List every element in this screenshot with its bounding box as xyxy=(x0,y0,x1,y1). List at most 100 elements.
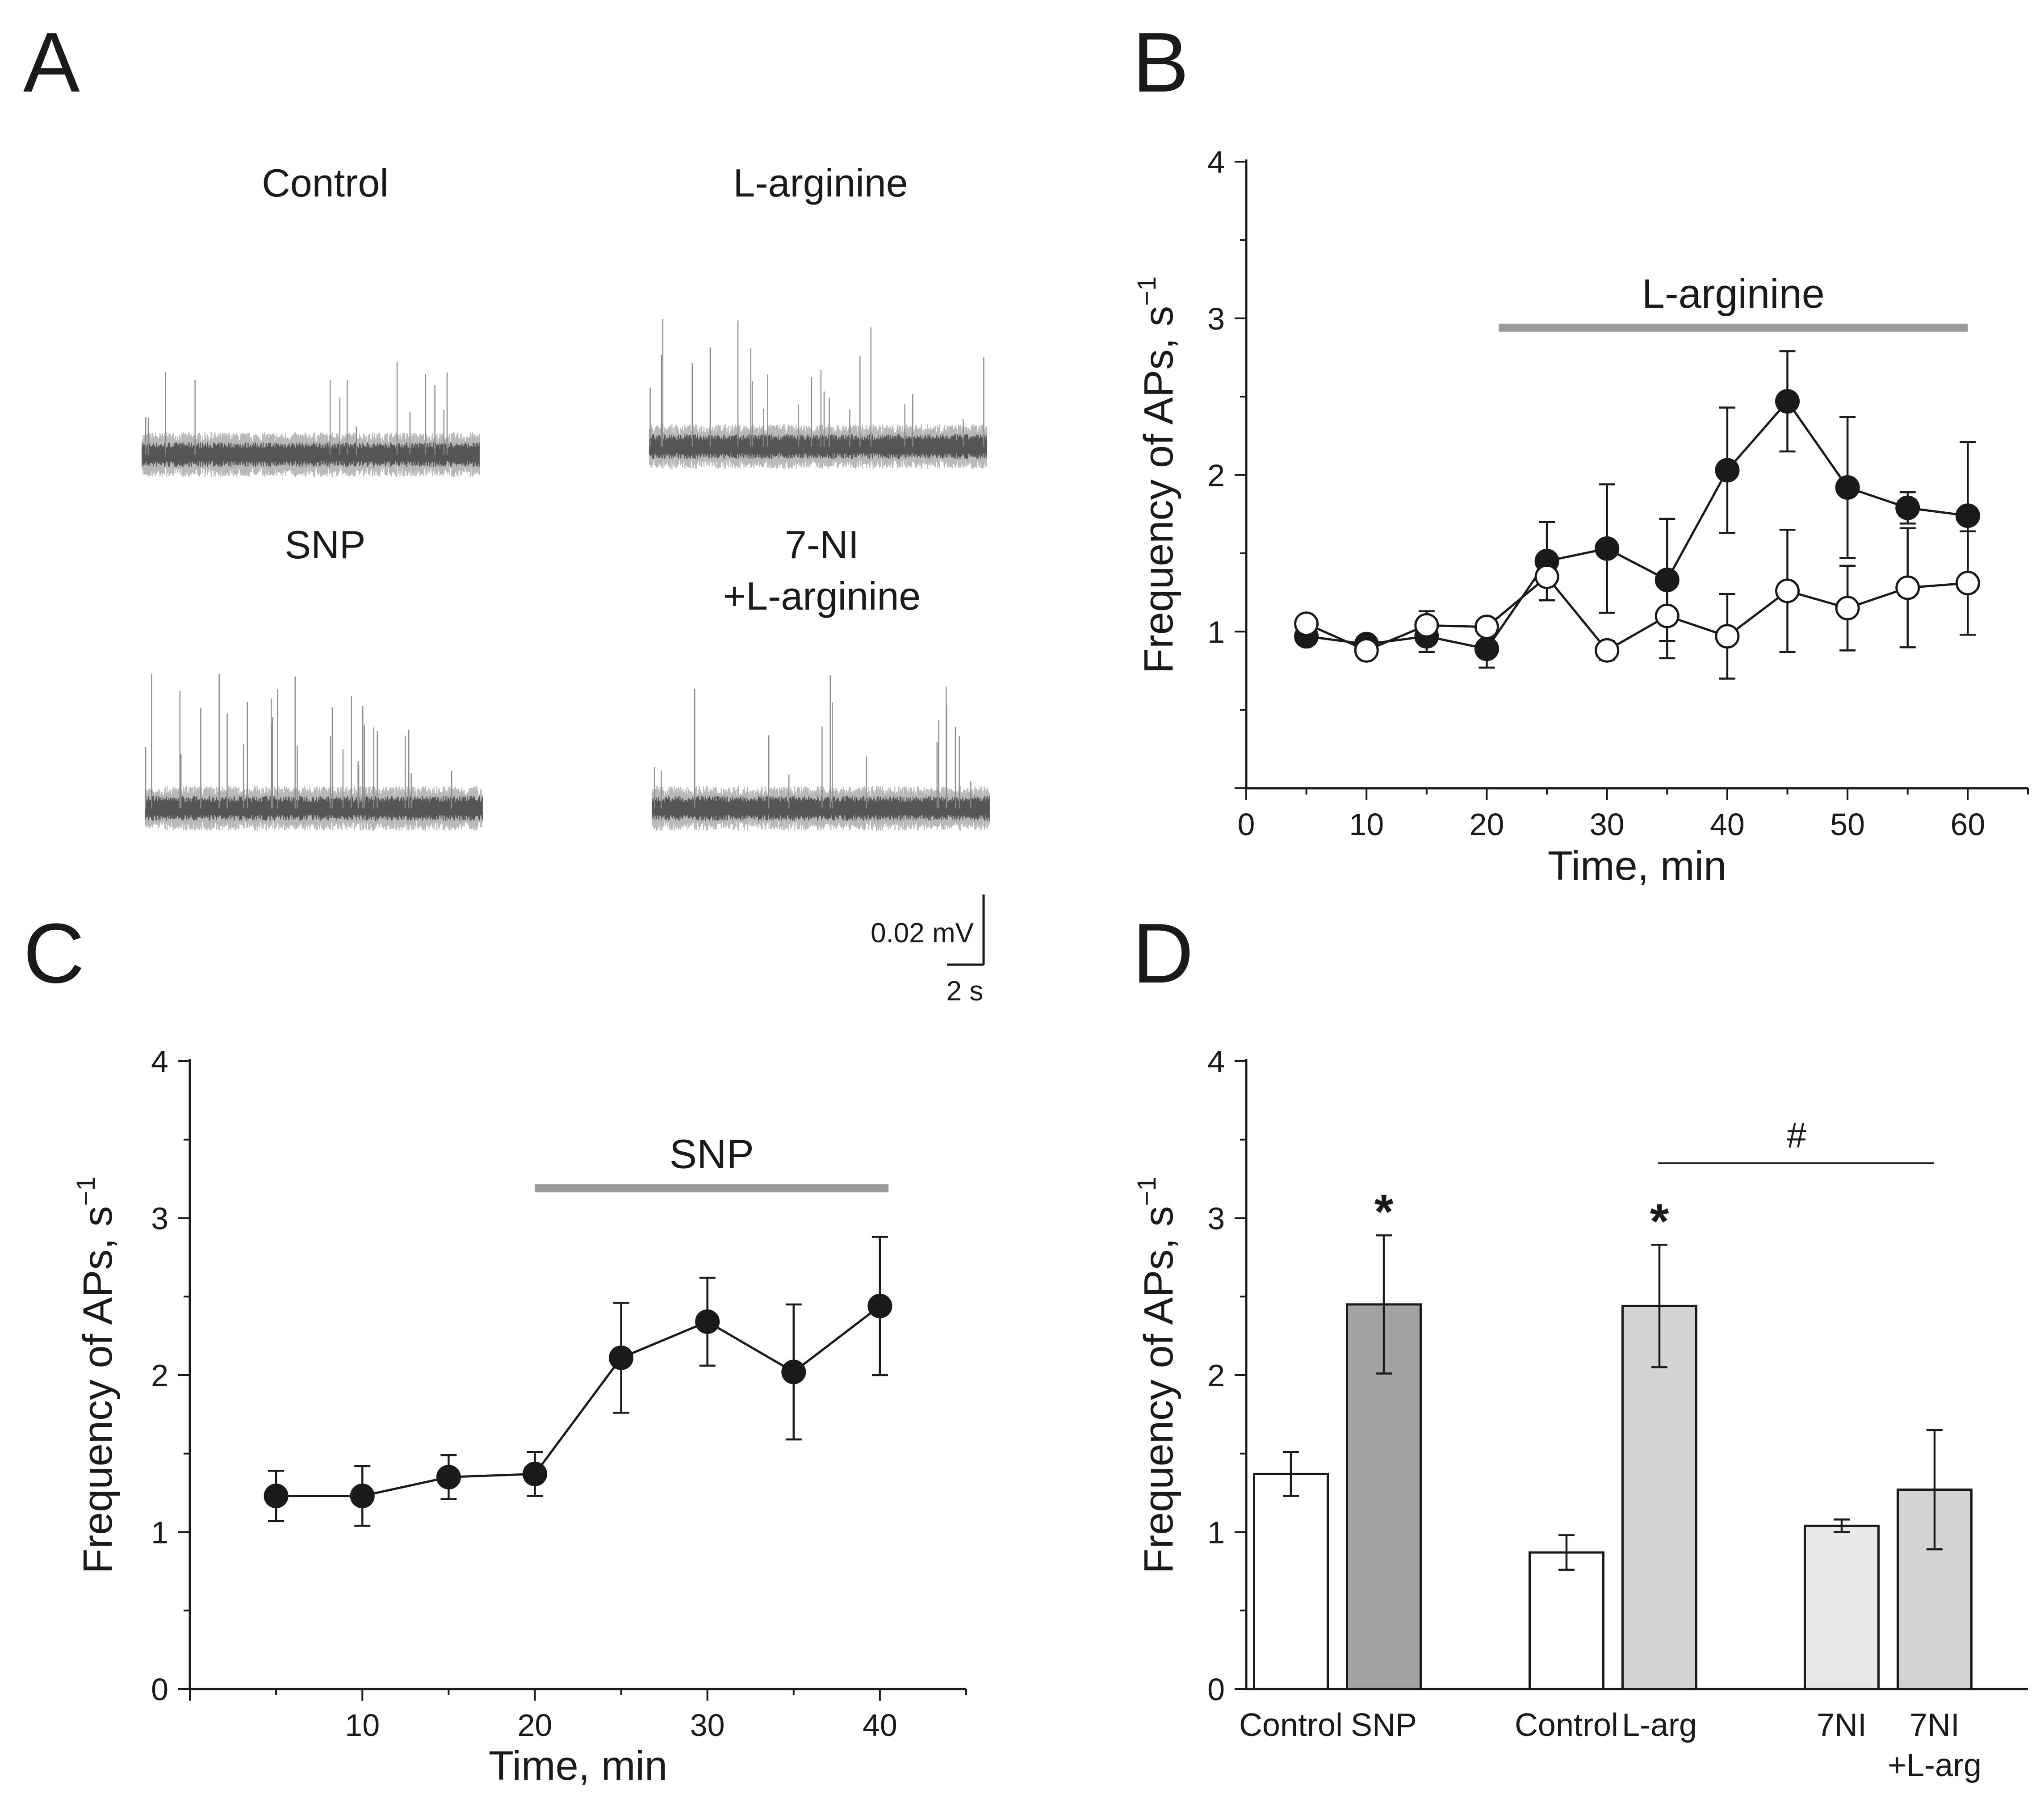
bar-label: Control xyxy=(1239,1707,1343,1743)
x-tick-label: 30 xyxy=(1590,807,1625,842)
data-point xyxy=(1775,389,1800,414)
scale-bar-time-label: 2 s xyxy=(947,976,984,1007)
y-tick-label: 3 xyxy=(1207,1201,1225,1236)
bar-group-0: Control xyxy=(1239,1451,1343,1743)
panel-letter-d: D xyxy=(1132,906,1194,1001)
comparison-label: # xyxy=(1787,1115,1807,1155)
panel-letter-b: B xyxy=(1132,15,1189,110)
bar-group-1: * SNP xyxy=(1346,1184,1422,1743)
trace-7ni-l-arginine xyxy=(651,675,990,831)
significance-asterisk: * xyxy=(1374,1184,1394,1239)
y-axis-title-superscript: −1 xyxy=(1132,1176,1161,1206)
trace-noise-core xyxy=(652,795,990,821)
y-tick-label: 3 xyxy=(1207,301,1225,336)
series-line xyxy=(1306,399,1968,650)
trace-spikes xyxy=(649,319,984,447)
treatment-bar-label: SNP xyxy=(670,1132,754,1177)
y-tick-label: 0 xyxy=(1207,1672,1225,1707)
trace-title-l-arginine: L-arginine xyxy=(733,161,908,205)
y-axis-title: Frequency of APs, s−1 xyxy=(71,1176,121,1573)
data-point xyxy=(264,1484,289,1509)
bar xyxy=(1529,1551,1604,1690)
trace-control xyxy=(141,362,480,477)
bar-label-line1: 7NI xyxy=(1910,1707,1960,1743)
x-tick-label: 20 xyxy=(518,1708,553,1743)
data-point xyxy=(1354,638,1379,663)
data-point xyxy=(1955,503,1980,528)
x-axis-title: Time, min xyxy=(489,1743,667,1789)
data-point xyxy=(522,1461,547,1486)
y-axis-title: Frequency of APs, s−1 xyxy=(1132,276,1181,673)
y-tick-label: 4 xyxy=(1207,1044,1225,1079)
significance-asterisk: * xyxy=(1650,1194,1669,1249)
x-tick-label: 20 xyxy=(1470,807,1504,842)
data-point xyxy=(1474,636,1499,661)
bar-label-line2: +L-arg xyxy=(1888,1748,1981,1783)
data-point xyxy=(781,1359,806,1384)
trace-title-7ni: 7-NI xyxy=(785,523,859,567)
y-axis-title-text: Frequency of APs, s xyxy=(1136,1206,1181,1573)
bar-label: Control xyxy=(1515,1707,1618,1743)
y-tick-label: 1 xyxy=(1207,1515,1225,1550)
y-tick-label: 2 xyxy=(1207,1358,1225,1393)
trace-title-snp: SNP xyxy=(285,523,366,567)
data-point xyxy=(1534,564,1559,589)
panel-letter-c: C xyxy=(23,906,84,1001)
bar-group-4: 7NI xyxy=(1804,1518,1880,1743)
chart-c: 0 1 2 3 4 10 20 30 40 Time, min Frequency of APs, … xyxy=(71,1044,967,1789)
data-point xyxy=(1414,613,1439,638)
panel-c: C 0 1 2 3 4 10 20 30 40 Time, min Frequency of APs… xyxy=(23,906,967,1789)
x-axis-title: Time, min xyxy=(1548,843,1726,889)
data-point xyxy=(1955,571,1980,596)
bar-group-2: Control xyxy=(1515,1534,1618,1743)
bar-label: 7NI xyxy=(1817,1707,1867,1743)
trace-title-control: Control xyxy=(262,161,389,205)
x-tick-label: 30 xyxy=(690,1708,725,1743)
y-axis-title-superscript: −1 xyxy=(1132,276,1161,306)
bar-label: SNP xyxy=(1351,1707,1417,1743)
data-point xyxy=(1835,596,1860,621)
bar xyxy=(1253,1472,1329,1690)
data-point xyxy=(695,1309,720,1334)
series-0 xyxy=(1294,350,1980,669)
panel-letter-a: A xyxy=(23,15,80,110)
trace-spikes xyxy=(145,674,452,808)
bar xyxy=(1621,1305,1697,1690)
y-tick-label: 2 xyxy=(1207,458,1225,493)
series-1 xyxy=(1294,527,1980,680)
trace-noise-core xyxy=(142,442,480,468)
y-tick-label: 2 xyxy=(151,1358,168,1393)
bar-label: L-arg xyxy=(1622,1707,1697,1743)
series-0 xyxy=(264,1236,892,1527)
y-tick-label: 4 xyxy=(151,1044,168,1079)
y-tick-label: 1 xyxy=(151,1515,168,1550)
data-point xyxy=(1715,458,1740,483)
data-point xyxy=(1654,603,1680,628)
y-tick-label: 4 xyxy=(1207,145,1225,180)
trace-snp xyxy=(144,674,483,831)
x-tick-label: 40 xyxy=(1710,807,1745,842)
data-point xyxy=(1895,575,1920,600)
x-tick-label: 60 xyxy=(1950,807,1985,842)
y-tick-label: 0 xyxy=(151,1672,168,1707)
trace-spikes xyxy=(654,675,972,808)
trace-noise-core xyxy=(649,434,987,460)
data-point xyxy=(867,1293,892,1318)
bar-group-3: * L-arg xyxy=(1621,1194,1697,1743)
data-point xyxy=(1595,536,1620,561)
data-point xyxy=(609,1345,634,1370)
x-tick-label: 40 xyxy=(863,1708,897,1743)
data-point xyxy=(1595,638,1620,663)
data-point xyxy=(436,1464,461,1489)
bar xyxy=(1804,1524,1880,1690)
treatment-bar-label: L-arginine xyxy=(1642,271,1825,317)
bar-group-5: 7NI +L-arg xyxy=(1888,1429,1981,1783)
data-point xyxy=(1895,495,1920,520)
y-tick-label: 3 xyxy=(151,1201,168,1236)
data-point xyxy=(1715,624,1740,649)
y-tick-label: 1 xyxy=(1207,615,1225,649)
